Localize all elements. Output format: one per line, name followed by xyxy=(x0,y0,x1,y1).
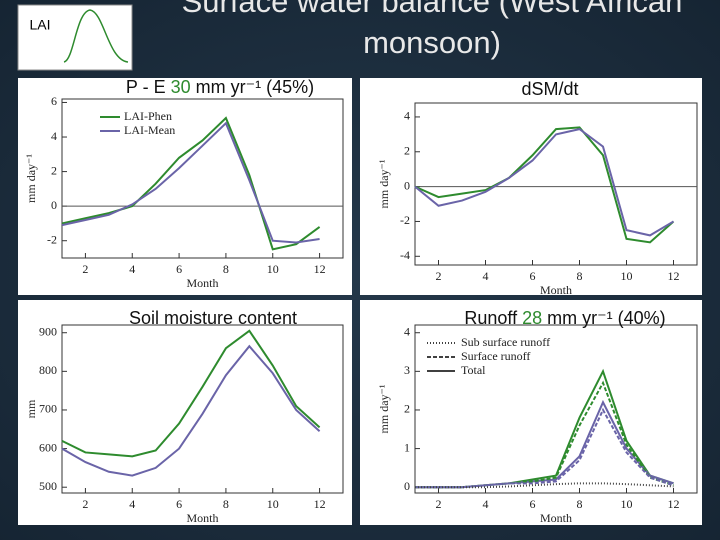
y-axis-label: mm xyxy=(24,399,38,418)
x-tick-label: 10 xyxy=(621,497,633,511)
series-line xyxy=(415,407,674,489)
title-part: mm yr⁻¹ (40%) xyxy=(542,308,666,328)
plot-frame xyxy=(414,324,698,494)
plot-frame xyxy=(414,102,698,266)
plot-frame xyxy=(61,98,344,259)
x-tick-label: 6 xyxy=(176,497,182,511)
y-axis-label: mm day⁻¹ xyxy=(377,384,391,433)
y-tick-label: 600 xyxy=(39,440,57,454)
x-tick-label: 6 xyxy=(176,262,182,276)
chart: 500 600 700 800 900 2 4 6 8 10 12 Month mm Soil moist… xyxy=(18,300,352,525)
legend-label: Sub surface runoff xyxy=(461,335,550,349)
x-tick-label: 12 xyxy=(668,269,680,283)
series-line xyxy=(61,116,321,251)
chart-title: Soil moisture content xyxy=(129,308,297,328)
y-tick-label: 800 xyxy=(39,363,57,377)
x-tick-label: 4 xyxy=(483,497,489,511)
title-part: P - E xyxy=(126,77,171,97)
x-tick-label: 12 xyxy=(314,497,326,511)
slide-title: monsoon) xyxy=(363,25,501,60)
x-tick-label: 10 xyxy=(267,262,279,276)
x-axis-label: Month xyxy=(540,283,572,297)
legend-label: LAI-Phen xyxy=(124,109,172,123)
x-axis-label: Month xyxy=(186,511,218,525)
panel xyxy=(18,78,352,295)
lai-inset: LAI xyxy=(17,4,133,71)
legend-label: Total xyxy=(461,363,486,377)
title-part: 28 xyxy=(522,308,542,328)
x-tick-label: 6 xyxy=(530,269,536,283)
panel xyxy=(360,300,702,525)
y-axis-label: mm day⁻¹ xyxy=(377,159,391,208)
title-part: mm yr⁻¹ (45%) xyxy=(191,77,315,97)
series-line xyxy=(414,128,675,237)
x-axis-label: Month xyxy=(540,511,572,525)
y-tick-label: 4 xyxy=(404,324,410,338)
y-tick-label: 4 xyxy=(51,129,57,143)
series-line xyxy=(61,344,321,477)
x-tick-label: 10 xyxy=(267,497,279,511)
y-tick-label: 2 xyxy=(404,144,410,158)
legend-label: LAI-Mean xyxy=(124,123,175,137)
y-tick-label: 700 xyxy=(39,402,57,416)
title-part: 30 xyxy=(171,77,191,97)
x-tick-label: 8 xyxy=(577,497,583,511)
title-part: Soil moisture content xyxy=(129,308,297,328)
series-line xyxy=(61,329,321,458)
x-tick-label: 8 xyxy=(223,262,229,276)
x-tick-label: 10 xyxy=(621,269,633,283)
y-tick-label: 2 xyxy=(51,163,57,177)
chart-title: Runoff 28 mm yr⁻¹ (40%) xyxy=(464,308,665,328)
x-tick-label: 2 xyxy=(436,269,442,283)
chart: -2 0 2 4 6 2 4 6 8 10 12 Month mm day⁻¹ P - E 30 mm y… xyxy=(18,77,352,295)
chart-title: P - E 30 mm yr⁻¹ (45%) xyxy=(126,77,314,97)
y-tick-label: 3 xyxy=(404,363,410,377)
y-tick-label: 0 xyxy=(51,198,57,212)
y-tick-label: 900 xyxy=(39,324,57,338)
y-tick-label: 0 xyxy=(404,479,410,493)
y-tick-label: -2 xyxy=(47,232,57,246)
slide-title: Surface water balance (West African xyxy=(182,0,683,19)
y-tick-label: 1 xyxy=(404,440,410,454)
x-tick-label: 8 xyxy=(577,269,583,283)
title-part: Runoff xyxy=(464,308,522,328)
y-axis-label: mm day⁻¹ xyxy=(24,154,38,203)
x-tick-label: 2 xyxy=(82,497,88,511)
title-part: dSM/dt xyxy=(521,79,578,99)
legend-label: Surface runoff xyxy=(461,349,530,363)
y-tick-label: 0 xyxy=(404,178,410,192)
y-tick-label: 500 xyxy=(39,479,57,493)
x-tick-label: 12 xyxy=(668,497,680,511)
x-tick-label: 2 xyxy=(436,497,442,511)
chart: -4 -2 0 2 4 2 4 6 8 10 12 Month mm day⁻¹ dSM/dt xyxy=(360,78,702,297)
y-tick-label: 2 xyxy=(404,402,410,416)
inset-curve xyxy=(63,9,129,63)
x-tick-label: 12 xyxy=(314,262,326,276)
chart-title: dSM/dt xyxy=(521,79,578,99)
y-tick-label: 4 xyxy=(404,109,410,123)
x-tick-label: 6 xyxy=(530,497,536,511)
x-tick-label: 2 xyxy=(82,262,88,276)
x-axis-label: Month xyxy=(186,276,218,290)
inset-label: LAI xyxy=(29,17,50,33)
x-tick-label: 4 xyxy=(129,497,135,511)
x-tick-label: 4 xyxy=(129,262,135,276)
x-tick-label: 4 xyxy=(483,269,489,283)
y-tick-label: 6 xyxy=(51,94,57,108)
x-tick-label: 8 xyxy=(223,497,229,511)
plot-frame xyxy=(61,324,344,494)
series-line xyxy=(414,126,675,244)
series-line xyxy=(61,121,320,244)
y-tick-label: -2 xyxy=(400,213,410,227)
y-tick-label: -4 xyxy=(400,248,410,262)
series-line xyxy=(415,482,674,489)
